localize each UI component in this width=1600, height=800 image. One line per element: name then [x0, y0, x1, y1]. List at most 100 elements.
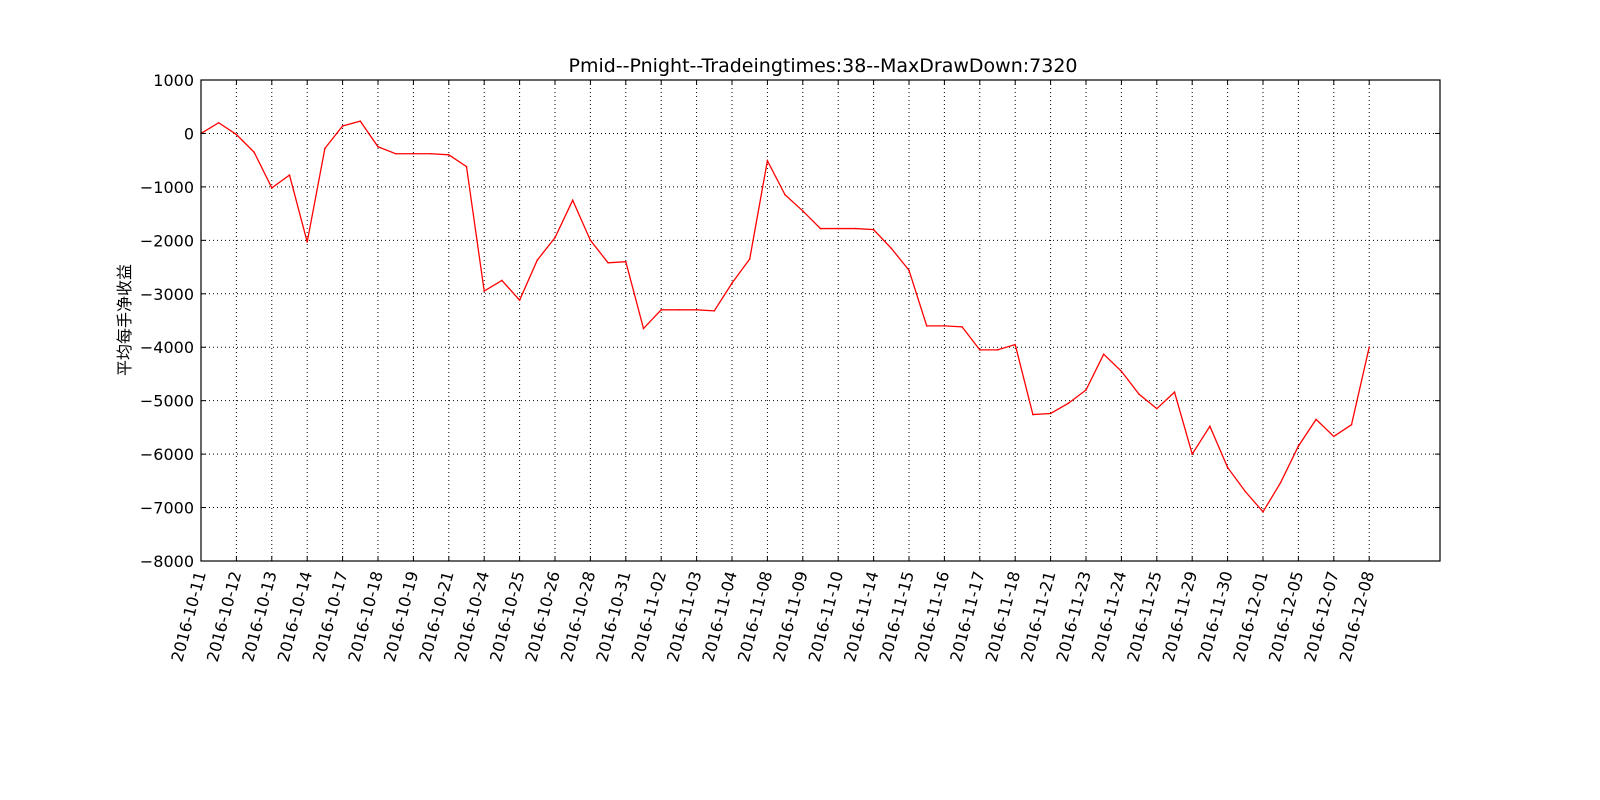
x-tick-label: 2016-10-24: [451, 569, 493, 664]
data-point: [784, 194, 786, 196]
x-tick-label: 2016-10-31: [592, 569, 634, 664]
x-tick-label: 2016-11-03: [663, 569, 705, 664]
data-point: [430, 152, 432, 155]
data-point: [837, 227, 839, 230]
data-point: [359, 120, 362, 122]
data-point: [377, 146, 379, 148]
data-point: [678, 309, 680, 311]
x-tick-label: 2016-10-11: [167, 569, 209, 664]
x-tick-label: 2016-10-12: [203, 569, 245, 664]
x-tick-label: 2016-11-18: [982, 569, 1024, 664]
data-point: [642, 327, 645, 330]
grid: [201, 80, 1440, 561]
data-point: [448, 154, 450, 156]
x-tick-label: 2016-11-10: [805, 569, 847, 664]
data-point: [571, 199, 574, 202]
data-point: [890, 247, 893, 250]
x-tick-label: 2016-10-18: [344, 569, 386, 664]
x-tick-label: 2016-10-14: [274, 569, 316, 664]
data-point: [1085, 389, 1087, 391]
x-tick-label: 2016-10-28: [557, 569, 599, 664]
y-tick-label: −6000: [140, 445, 194, 464]
data-point: [1014, 343, 1016, 346]
y-tick-label: −4000: [140, 338, 194, 357]
series-layer: [200, 120, 1370, 513]
data-point: [1297, 445, 1300, 447]
data-point: [748, 258, 751, 260]
data-point: [1120, 370, 1123, 373]
x-tick-label: 2016-11-15: [875, 569, 917, 664]
y-tick-label: −3000: [140, 285, 194, 304]
data-point: [589, 239, 592, 242]
data-point: [713, 310, 716, 312]
x-tick-label: 2016-11-08: [734, 569, 776, 664]
data-point: [1333, 435, 1335, 438]
data-point: [235, 133, 238, 136]
x-tick-label: 2016-11-16: [911, 569, 953, 664]
data-point: [1350, 423, 1353, 426]
x-tick-label: 2016-12-05: [1265, 569, 1307, 664]
data-point: [1191, 453, 1193, 455]
y-tick-label: −8000: [140, 552, 194, 571]
data-point: [766, 159, 769, 162]
data-point: [1102, 353, 1105, 355]
data-point: [802, 210, 804, 212]
y-tick-label: −5000: [140, 392, 194, 411]
x-tick-label: 2016-11-21: [1017, 569, 1059, 664]
data-point: [1067, 402, 1070, 405]
x-tick-label: 2016-11-29: [1159, 569, 1201, 664]
data-point: [253, 151, 255, 153]
series-line: [200, 120, 1370, 513]
data-point: [554, 236, 556, 239]
y-tick-label: −2000: [140, 231, 194, 250]
x-axis: 2016-10-112016-10-122016-10-132016-10-14…: [167, 80, 1378, 664]
x-tick-label: 2016-11-17: [946, 569, 988, 664]
x-tick-label: 2016-11-24: [1088, 569, 1130, 664]
x-tick-label: 2016-10-21: [415, 569, 457, 664]
data-point: [217, 121, 220, 124]
x-tick-label: 2016-11-23: [1052, 569, 1094, 664]
data-point: [695, 309, 698, 311]
data-point: [872, 228, 875, 231]
data-point: [1315, 418, 1317, 421]
data-point: [324, 147, 326, 150]
data-point: [819, 227, 822, 230]
x-tick-label: 2016-10-17: [309, 569, 351, 664]
data-point: [1138, 393, 1140, 396]
y-tick-label: −7000: [140, 499, 194, 518]
data-point: [908, 269, 910, 272]
data-point: [271, 187, 273, 189]
data-point: [483, 290, 486, 292]
data-point: [979, 349, 981, 351]
data-point: [1244, 490, 1247, 493]
data-point: [1156, 407, 1158, 410]
data-point: [961, 326, 963, 328]
x-tick-label: 2016-10-26: [521, 569, 563, 664]
data-point: [1368, 346, 1370, 349]
data-point: [465, 165, 468, 168]
x-tick-label: 2016-12-01: [1229, 569, 1271, 664]
data-point: [518, 299, 521, 301]
data-point: [1262, 511, 1264, 513]
y-axis: 1000 0 −1000 −2000 −3000 −4000 −5000 −6000 −7000…: [140, 71, 1440, 571]
y-axis-label: 平均每手净收益: [115, 264, 134, 376]
data-point: [341, 125, 344, 127]
data-point: [501, 279, 503, 282]
data-point: [1209, 425, 1211, 428]
x-tick-label: 2016-12-08: [1336, 569, 1378, 664]
y-tick-label: −1000: [140, 178, 194, 197]
data-point: [925, 325, 928, 327]
x-tick-label: 2016-10-25: [486, 569, 528, 664]
data-point: [412, 152, 415, 155]
x-tick-label: 2016-11-02: [628, 569, 670, 664]
x-tick-label: 2016-10-13: [238, 569, 280, 664]
x-tick-label: 2016-10-19: [380, 569, 422, 664]
x-tick-label: 2016-11-30: [1194, 569, 1236, 664]
data-point: [394, 152, 397, 155]
data-point: [996, 349, 999, 351]
data-point: [855, 227, 857, 230]
data-point: [625, 260, 627, 263]
y-tick-label: 0: [184, 124, 194, 143]
data-point: [1279, 481, 1282, 484]
